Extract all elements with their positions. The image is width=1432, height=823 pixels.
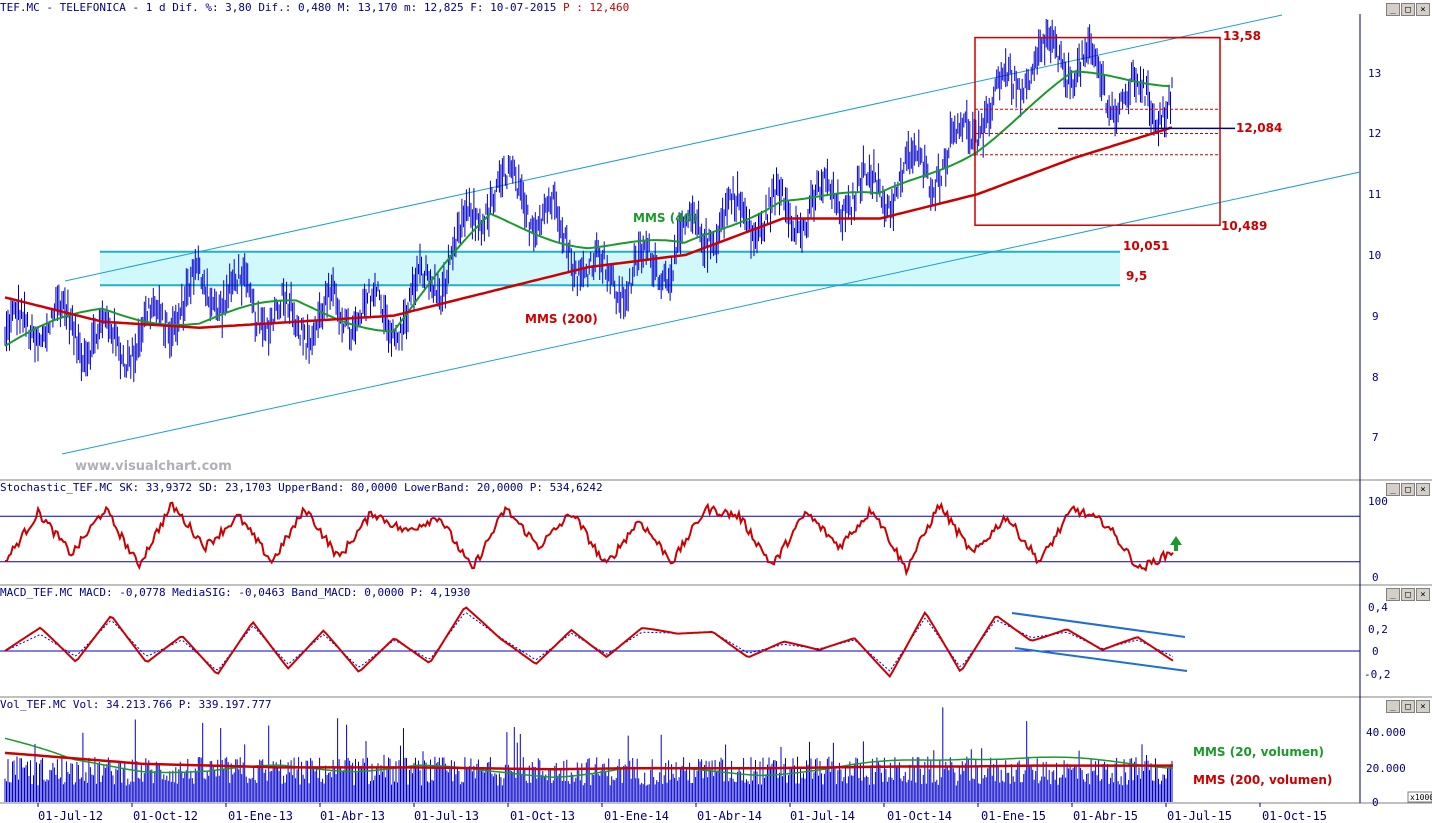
price-tick: 13: [1368, 67, 1381, 80]
x-axis-label: 01-Ene-13: [228, 809, 293, 823]
macd-trend-upper: [1011, 612, 1186, 638]
dif-label: Dif.: 0,480: [258, 1, 332, 14]
watermark: www.visualchart.com: [75, 459, 232, 474]
x-axis-label: 01-Oct-12: [133, 809, 198, 823]
stochastic-line: [4, 501, 1174, 577]
vol-mms200-line: [4, 751, 1173, 771]
x-axis-label: 01-Abr-14: [697, 809, 762, 823]
volume-bars: [4, 707, 1173, 802]
mms40-line: [4, 70, 1171, 347]
x-axis-label: 01-Abr-13: [320, 809, 385, 823]
mms40-legend: MMS (40): [633, 211, 697, 225]
x-axis-label: 01-Ene-14: [604, 809, 669, 823]
minimize-icon[interactable]: _: [1386, 700, 1400, 713]
range-box: [974, 36, 1221, 226]
vol-tick: 20.000: [1366, 762, 1406, 775]
macd-panel-header: MACD_TEF.MC MACD: -0,0778 MediaSIG: -0,0…: [0, 586, 471, 599]
x-axis-label: 01-Abr-15: [1073, 809, 1138, 823]
close-icon[interactable]: ×: [1416, 700, 1430, 713]
x-axis-label: 01-Jul-15: [1167, 809, 1232, 823]
vol-tick: 0: [1372, 796, 1379, 809]
vol-mms20-legend: MMS (20, volumen): [1193, 745, 1324, 759]
x-axis-label: 01-Oct-13: [510, 809, 575, 823]
macd-trend-lower: [1014, 647, 1188, 672]
mms200-line: [4, 126, 1173, 329]
restore-icon[interactable]: □: [1401, 700, 1415, 713]
level-label-top: 13,58: [1223, 29, 1261, 43]
date-label: F: 10-07-2015: [470, 1, 557, 14]
period-label: 1 d: [145, 1, 166, 14]
symbol-label: TEF.MC - TELEFONICA -: [0, 1, 140, 14]
x-axis-label: 01-Jul-13: [414, 809, 479, 823]
minimize-icon[interactable]: _: [1386, 3, 1400, 16]
zone-bottom-label: 9,5: [1126, 269, 1147, 283]
macd-signal-line: [4, 612, 1174, 672]
vol-tick: 40.000: [1366, 726, 1406, 739]
x-axis-label: 01-Jul-12: [38, 809, 103, 823]
close-icon[interactable]: ×: [1416, 3, 1430, 16]
mms200-legend: MMS (200): [525, 312, 598, 326]
macd-tick: 0: [1372, 645, 1379, 658]
close-icon[interactable]: ×: [1416, 483, 1430, 496]
last-price-label: P :: [562, 1, 583, 14]
volume-panel-header: Vol_TEF.MC Vol: 34.213.766 P: 339.197.77…: [0, 698, 272, 711]
vol-mms200-legend: MMS (200, volumen): [1193, 773, 1332, 787]
macd-tick: 0,4: [1368, 601, 1388, 614]
price-panel-header: TEF.MC - TELEFONICA - 1 d Dif. %: 3,80 D…: [0, 1, 629, 15]
restore-icon[interactable]: □: [1401, 483, 1415, 496]
restore-icon[interactable]: □: [1401, 3, 1415, 16]
minimize-icon[interactable]: _: [1386, 483, 1400, 496]
price-tick: 11: [1368, 188, 1381, 201]
channel-lower-line: [61, 171, 1361, 455]
min-label: m: 12,825: [404, 1, 464, 14]
x-axis-label: 01-Ene-15: [981, 809, 1046, 823]
vol-mms20-line: [4, 737, 1174, 778]
arrow-up-icon: [1170, 536, 1182, 551]
close-icon[interactable]: ×: [1416, 588, 1430, 601]
macd-tick: -0,2: [1364, 668, 1391, 681]
price-tick: 12: [1368, 127, 1381, 140]
level-label-low: 10,489: [1221, 219, 1267, 233]
stochastic-panel-header: Stochastic_TEF.MC SK: 33,9372 SD: 23,170…: [0, 481, 603, 494]
level-label-mid: 12,084: [1236, 121, 1282, 135]
macd-tick: 0,2: [1368, 623, 1388, 636]
price-tick: 10: [1368, 249, 1381, 262]
x-axis-label: 01-Oct-15: [1262, 809, 1327, 823]
max-label: M: 13,170: [337, 1, 398, 14]
price-tick: 7: [1372, 431, 1379, 444]
stoch-tick: 100: [1368, 495, 1388, 508]
price-tick: 9: [1372, 310, 1379, 323]
minimize-icon[interactable]: _: [1386, 588, 1400, 601]
dif-pct-label: Dif. %: 3,80: [172, 1, 252, 14]
price-tick: 8: [1372, 371, 1379, 384]
x-axis-label: 01-Oct-14: [887, 809, 952, 823]
last-price-value: 12,460: [589, 1, 630, 14]
x-axis-label: 01-Jul-14: [790, 809, 855, 823]
restore-icon[interactable]: □: [1401, 588, 1415, 601]
stoch-tick: 0: [1372, 571, 1379, 584]
zone-top-label: 10,051: [1123, 239, 1169, 253]
volume-unit-box: x1000: [1410, 793, 1432, 802]
macd-line: [4, 606, 1174, 679]
